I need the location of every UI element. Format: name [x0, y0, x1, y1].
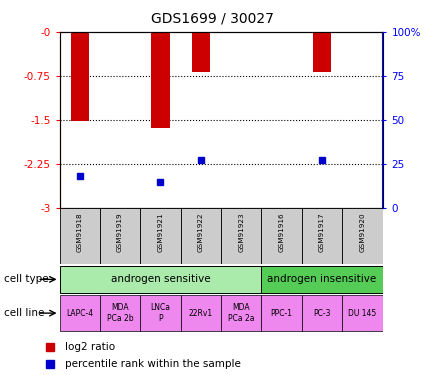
Text: androgen sensitive: androgen sensitive [110, 274, 210, 284]
Text: GSM91920: GSM91920 [359, 213, 366, 252]
Bar [181, 295, 221, 331]
Text: DU 145: DU 145 [348, 309, 377, 318]
Text: LNCa
P: LNCa P [150, 303, 170, 323]
Text: MDA
PCa 2a: MDA PCa 2a [228, 303, 255, 323]
Text: GSM91917: GSM91917 [319, 213, 325, 252]
Bar [342, 295, 382, 331]
Text: GSM91916: GSM91916 [278, 213, 285, 252]
Bar [140, 295, 181, 331]
Text: MDA
PCa 2b: MDA PCa 2b [107, 303, 133, 323]
Bar [151, 32, 170, 128]
Bar [261, 295, 302, 331]
Bar [342, 208, 382, 264]
Bar [71, 32, 89, 121]
Text: cell type: cell type [4, 274, 49, 284]
Bar [313, 32, 331, 72]
Bar [192, 32, 210, 72]
Bar [60, 295, 100, 331]
Text: PC-3: PC-3 [313, 309, 331, 318]
Bar [100, 295, 140, 331]
Text: GSM91918: GSM91918 [76, 213, 83, 252]
Bar [221, 295, 261, 331]
Text: GDS1699 / 30027: GDS1699 / 30027 [151, 11, 274, 25]
Bar [261, 208, 302, 264]
Text: GSM91921: GSM91921 [157, 213, 164, 252]
Bar [60, 208, 100, 264]
Text: GSM91922: GSM91922 [198, 213, 204, 252]
Bar [221, 208, 261, 264]
Bar [181, 208, 221, 264]
Text: androgen insensitive: androgen insensitive [267, 274, 377, 284]
Bar [261, 266, 382, 293]
Bar [60, 266, 261, 293]
Text: GSM91923: GSM91923 [238, 213, 244, 252]
Text: GSM91919: GSM91919 [117, 213, 123, 252]
Bar [100, 208, 140, 264]
Text: cell line: cell line [4, 308, 45, 318]
Text: percentile rank within the sample: percentile rank within the sample [65, 359, 241, 369]
Text: log2 ratio: log2 ratio [65, 342, 115, 352]
Text: 22Rv1: 22Rv1 [189, 309, 213, 318]
Text: PPC-1: PPC-1 [271, 309, 292, 318]
Bar [302, 208, 342, 264]
Text: LAPC-4: LAPC-4 [66, 309, 93, 318]
Bar [302, 295, 342, 331]
Bar [140, 208, 181, 264]
